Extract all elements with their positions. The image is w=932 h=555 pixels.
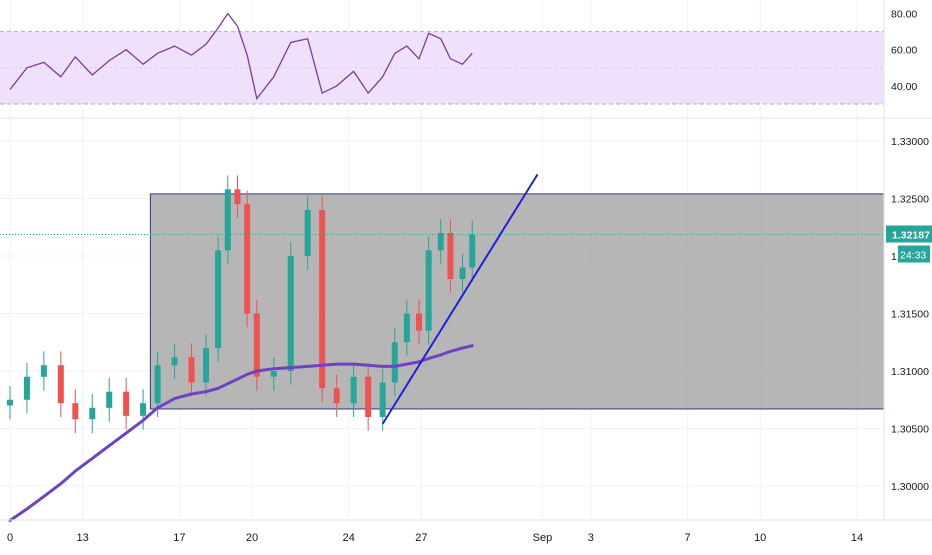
time-tick-label: 14 [851,532,863,544]
candle-body [304,210,311,256]
price-tick-label: 1.32500 [891,194,929,206]
countdown-badge [898,245,930,263]
rsi-panel [0,12,884,105]
candle-body [437,233,444,251]
candle-body [425,250,432,331]
price-tick-label: 1.30000 [891,481,929,493]
rsi-tick-label: 80.00 [891,9,917,21]
candle-body [40,365,47,377]
time-tick-label: 24 [343,532,355,544]
candle-body [171,357,178,366]
time-tick-label: 13 [76,532,88,544]
candle-body [89,407,96,420]
candle-body [188,357,195,383]
candle-body [459,267,466,279]
candle-body [244,204,251,314]
candle-body [57,365,64,404]
candle-body [391,342,398,383]
trendline[interactable] [381,173,539,425]
candle-body [203,348,210,383]
rsi-tick-label: 40.00 [891,81,917,93]
candle-body [447,233,454,279]
candle-body [333,388,340,404]
time-tick-label: 27 [415,532,427,544]
candle-body [215,250,222,348]
range-box [149,193,885,410]
rsi-tick-label: 60.00 [891,45,917,57]
candle-body [415,313,422,331]
moving-average-line [8,344,474,522]
candle-body [379,382,386,417]
price-tick-label: 1.31500 [891,309,929,321]
candle-body [224,189,231,251]
time-tick-label: 7 [685,532,691,544]
candle-body [469,234,476,268]
candle-body [403,313,410,343]
time-tick-label: 10 [754,532,766,544]
time-tick-label: Sep [533,532,553,544]
current-price-badge [886,225,932,243]
candle-body [154,365,161,404]
candle-body [365,376,372,417]
candle-body [287,256,294,371]
candle-body [350,376,357,404]
candle-body [7,399,13,406]
price-tick-label: 1.31000 [891,366,929,378]
price-panel [0,173,885,522]
candle-body [72,403,79,420]
price-tick-label: 1.33000 [891,136,929,148]
candle-body [23,376,30,400]
candle-body [253,313,260,377]
rsi-line [9,12,473,101]
candle-body [270,371,277,377]
candle-body [106,391,113,408]
current-price-label: 1.32187 [892,229,930,241]
time-tick-label: 0 [7,532,13,544]
time-tick-label: 20 [246,532,258,544]
price-tick-label: 1.30500 [891,424,929,436]
countdown-label: 24:33 [900,249,926,261]
time-tick-label: 3 [588,532,594,544]
candle-body [123,391,130,416]
candle-body [319,210,326,389]
time-tick-label: 17 [173,532,185,544]
candle-body [140,403,147,416]
candle-body [234,189,241,205]
